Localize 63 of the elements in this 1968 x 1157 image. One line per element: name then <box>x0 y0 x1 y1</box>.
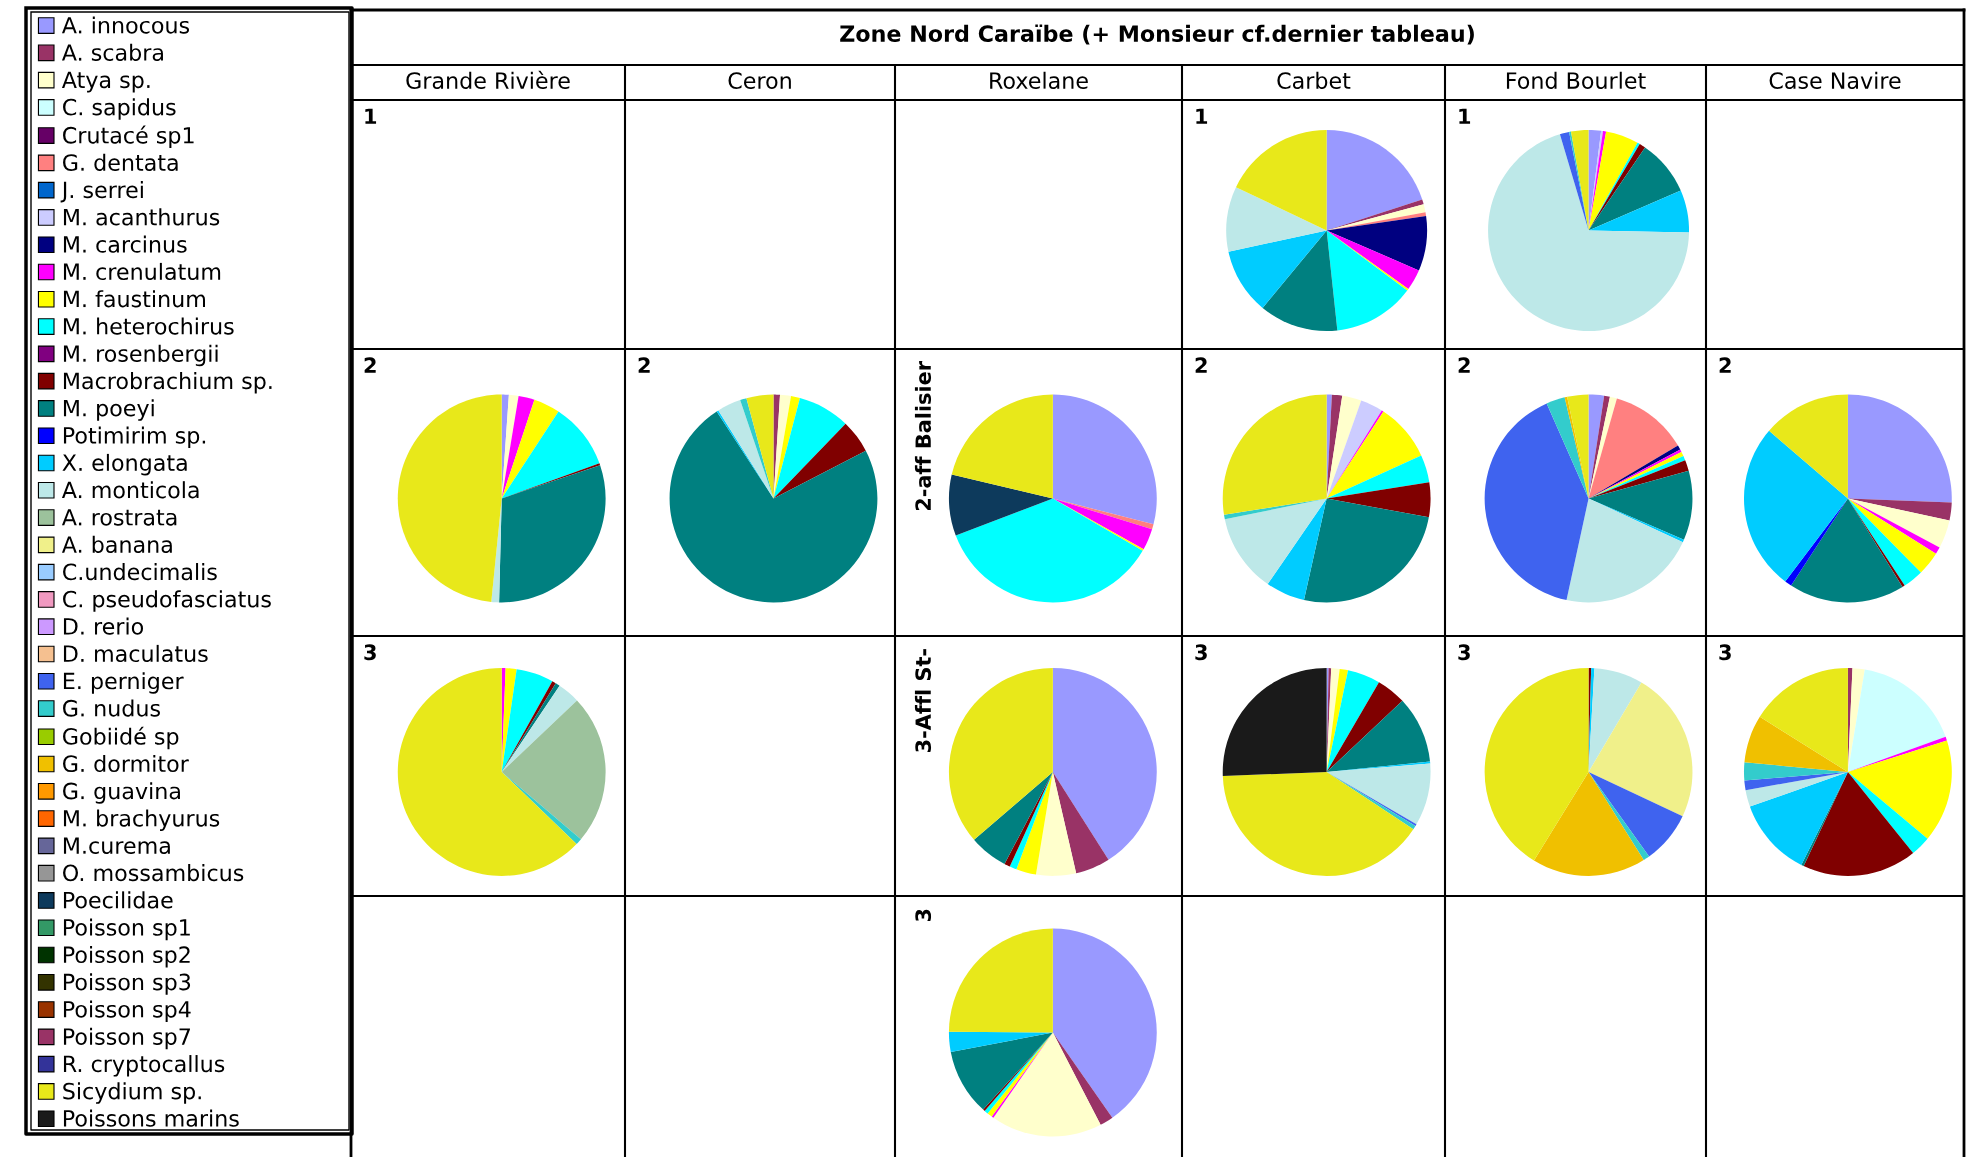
slice-label: 3 <box>364 644 376 661</box>
legend-label: G. nudus <box>63 699 160 717</box>
legend-label: Atya sp. <box>61 71 150 93</box>
legend-label: M. brachyurus <box>63 809 220 831</box>
legend-label: X. elongata <box>62 453 187 476</box>
legend-label: Poisson sp1 <box>63 918 190 941</box>
slice-label: 2-aff Balisier <box>914 361 932 511</box>
legend-label: M. poeyi <box>63 399 154 421</box>
legend-label: Potimirim sp. <box>63 426 206 449</box>
legend-label: Sicydium sp. <box>63 1082 201 1104</box>
slice-label: 3 <box>915 909 932 922</box>
legend-label: M. carcinus <box>63 235 187 253</box>
legend-label: Poisson sp7 <box>63 1027 190 1050</box>
legend-label: A. innocous <box>61 16 190 34</box>
legend-label: Macrobrachium sp. <box>63 372 272 394</box>
legend-label: G. dormitor <box>63 754 189 773</box>
legend-label: D. rerio <box>63 617 144 635</box>
slice-label: 2 <box>1195 357 1207 373</box>
slice-label: 3 <box>1719 644 1731 661</box>
legend-label: Poisson sp2 <box>63 945 190 968</box>
text: Ceron <box>728 72 791 89</box>
legend-label: R. cryptocallus <box>63 1055 225 1077</box>
legend-label: G. guavina <box>63 782 180 804</box>
legend-label: A. banana <box>61 535 172 553</box>
slice-label: 3 <box>1195 644 1207 661</box>
legend-label: D. maculatus <box>63 644 208 663</box>
slice-label: 3 <box>1458 644 1470 661</box>
legend-label: Poisson sp4 <box>63 1000 191 1022</box>
legend-label: C. sapidus <box>63 98 176 120</box>
text: Fond Bourlet <box>1506 71 1646 89</box>
legend-label: Crutacé sp1 <box>63 125 194 148</box>
legend-label: E. perniger <box>63 672 184 694</box>
legend-label: G. dentata <box>63 153 178 171</box>
legend-label: M. faustinum <box>63 290 205 308</box>
legend-label: M. heterochirus <box>63 317 234 335</box>
slice-label: 2 <box>1719 357 1731 373</box>
legend-label: A. scabra <box>61 43 163 61</box>
legend-label: Gobiidé sp <box>63 726 179 750</box>
slice-label: 1 <box>1196 108 1208 124</box>
legend-label: C. pseudofasciatus <box>63 590 271 612</box>
slice-label: 3-Affl St- <box>914 649 932 752</box>
text: Roxelane <box>990 71 1088 89</box>
legend-label: Poisson sp3 <box>63 973 191 995</box>
text: Grande Rivière <box>406 70 570 89</box>
legend-label: Poissons marins <box>63 1109 239 1127</box>
text: Carbet <box>1277 71 1351 89</box>
legend-label: M. rosenbergii <box>63 344 218 367</box>
legend-label: M.curema <box>63 837 170 854</box>
legend-label: O. mossambicus <box>63 864 244 882</box>
slice-label: 2 <box>638 357 650 373</box>
legend-label: M. acanthurus <box>63 208 220 226</box>
slice-label: 2 <box>1458 357 1470 373</box>
text: 1 <box>365 108 377 124</box>
slice-label: 1 <box>1459 108 1471 124</box>
legend-label: A. monticola <box>61 481 199 499</box>
legend-label: C.undecimalis <box>63 563 217 581</box>
text: Zone Nord Caraïbe (+ Monsieur cf.dernier tableau) <box>840 24 1474 45</box>
legend-label: A. rostrata <box>61 509 177 526</box>
legend-label: J. serrei <box>60 181 143 203</box>
slice-label: 2 <box>364 357 376 373</box>
legend-label: Poecilidae <box>63 891 173 909</box>
text: Case Navire <box>1769 71 1901 89</box>
legend-label: M. crenulatum <box>63 262 221 281</box>
